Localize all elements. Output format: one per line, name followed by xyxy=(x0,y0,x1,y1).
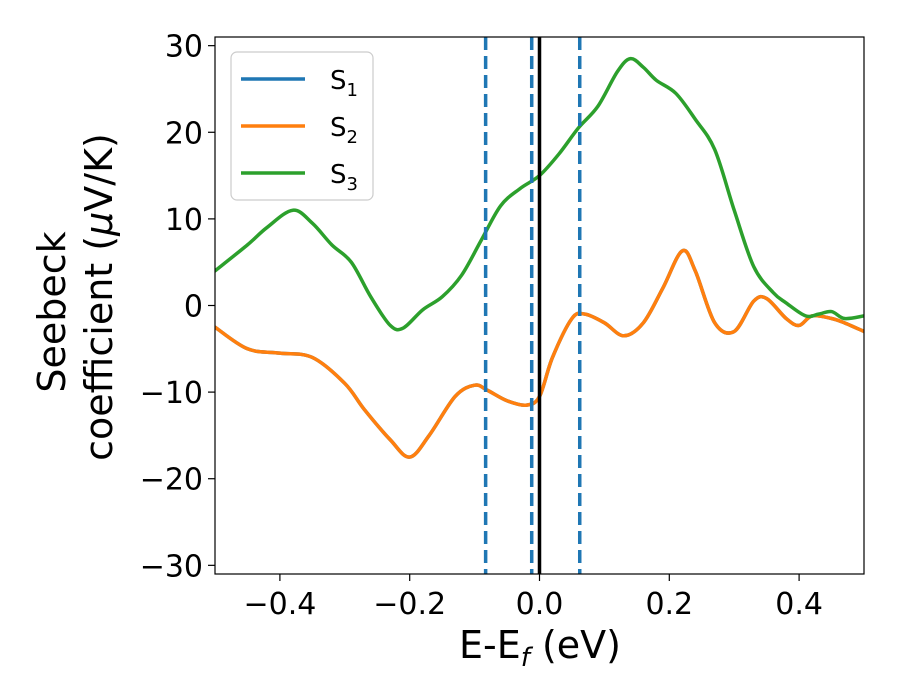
x-axis: −0.4 −0.2 0.0 0.2 0.4 xyxy=(243,574,823,622)
legend: S1 S2 S3 xyxy=(230,51,374,201)
x-tick-label: 0.2 xyxy=(645,587,693,622)
legend-label-s1: S1 xyxy=(330,66,358,101)
y-tick-label: −10 xyxy=(140,376,203,411)
series-line-s3 xyxy=(215,56,864,332)
y-tick-label: −30 xyxy=(140,549,203,584)
y-axis: −30 −20 −10 0 10 20 30 xyxy=(140,30,215,584)
x-tick-label: 0.0 xyxy=(516,587,564,622)
x-tick-label: −0.4 xyxy=(243,587,316,622)
y-tick-label: 0 xyxy=(184,290,203,325)
x-axis-label: E-Ef (eV) xyxy=(459,623,621,673)
y-tick-label: 30 xyxy=(165,30,203,65)
y-tick-label: 10 xyxy=(165,203,203,238)
y-tick-label: 20 xyxy=(165,116,203,151)
legend-label-s2: S2 xyxy=(330,113,358,148)
y-tick-label: −20 xyxy=(140,463,203,498)
y-axis-label: Seebeck coefficient (μV/K) xyxy=(30,133,121,461)
y-axis-label-line1: Seebeck xyxy=(30,231,74,392)
plot-area xyxy=(215,37,864,574)
legend-label-s3: S3 xyxy=(330,160,358,195)
x-tick-label: −0.2 xyxy=(373,587,446,622)
y-axis-label-line2: coefficient (μV/K) xyxy=(77,133,121,461)
x-tick-label: 0.4 xyxy=(775,587,823,622)
